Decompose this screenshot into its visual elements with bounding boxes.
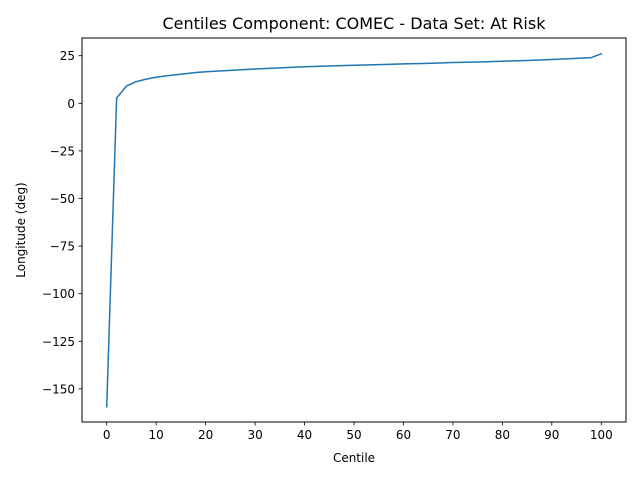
x-tick-label: 50 (346, 428, 361, 442)
x-axis-ticks: 0 10 20 30 40 50 60 70 80 90 100 (103, 422, 613, 442)
y-tick-label: −100 (42, 287, 75, 301)
series-line-0 (105, 52, 603, 408)
y-tick-label: −25 (50, 144, 75, 158)
x-tick-label: 60 (396, 428, 411, 442)
y-axis-label: Longitude (deg) (14, 182, 28, 277)
x-tick-label: 20 (198, 428, 213, 442)
x-tick-label: 30 (247, 428, 262, 442)
y-tick-label: −125 (42, 335, 75, 349)
plot-frame (81, 37, 627, 423)
x-tick-label: 100 (590, 428, 613, 442)
y-axis-ticks: 25 0 −25 −50 −75 −100 −125 −150 (42, 49, 82, 396)
y-tick-label: −150 (42, 382, 75, 396)
y-tick-label: −75 (50, 240, 75, 254)
series-layer (105, 52, 603, 408)
x-tick-label: 90 (544, 428, 559, 442)
x-tick-label: 0 (103, 428, 111, 442)
y-tick-label: −50 (50, 192, 75, 206)
y-tick-label: 0 (67, 97, 75, 111)
x-tick-label: 80 (495, 428, 510, 442)
x-tick-label: 10 (149, 428, 164, 442)
y-tick-label: 25 (60, 49, 75, 63)
chart-title: Centiles Component: COMEC - Data Set: At… (163, 14, 547, 33)
x-tick-label: 70 (445, 428, 460, 442)
x-axis-label: Centile (333, 451, 375, 465)
x-tick-label: 40 (297, 428, 312, 442)
